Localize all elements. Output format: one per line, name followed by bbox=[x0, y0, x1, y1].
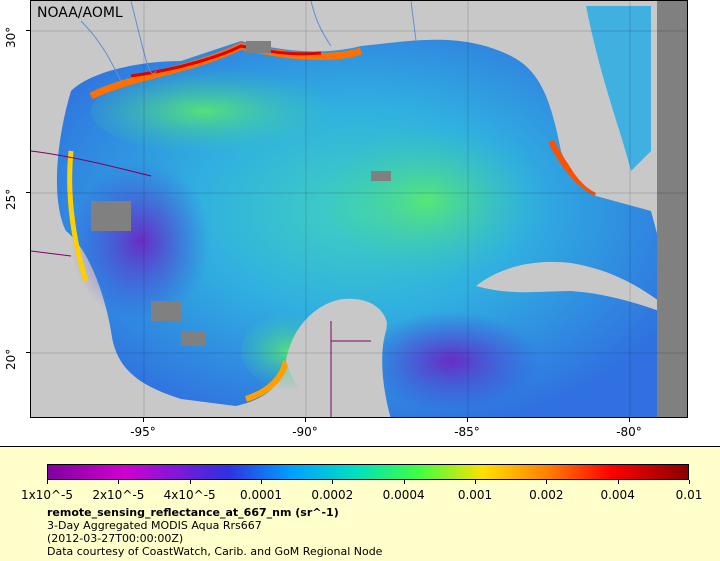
florida bbox=[555, 31, 631, 194]
variable-name: remote_sensing_reflectance_at_667_nm (sr… bbox=[47, 506, 339, 519]
x-tick-mark bbox=[143, 418, 144, 422]
graticule bbox=[31, 1, 687, 417]
colorbar-tick-label: 0.01 bbox=[675, 488, 703, 502]
colorbar-tick-label: 1x10^-5 bbox=[20, 488, 74, 502]
colorbar-tick-label: 0.001 bbox=[457, 488, 493, 502]
map-panel: NOAA/AOML bbox=[30, 0, 688, 418]
data-source: Data courtesy of CoastWatch, Carib. and … bbox=[47, 545, 383, 558]
us-mexico-border bbox=[31, 150, 152, 257]
colorbar-tick-label: 2x10^-5 bbox=[92, 488, 145, 502]
cuba bbox=[476, 261, 659, 311]
y-tick-mark bbox=[26, 352, 30, 353]
map-credit: NOAA/AOML bbox=[37, 5, 123, 21]
product-name: 3-Day Aggregated MODIS Aqua Rrs667 bbox=[47, 519, 262, 532]
y-tick-label: 25° bbox=[4, 188, 18, 210]
reflectance-map bbox=[31, 1, 687, 417]
colorbar-tick-mark bbox=[332, 480, 334, 484]
colorbar-tick-label: 4x10^-5 bbox=[163, 488, 216, 502]
x-tick-label: -85° bbox=[454, 425, 480, 439]
colorbar-tick-label: 0.0004 bbox=[382, 488, 425, 502]
atlantic-strip bbox=[586, 6, 651, 171]
colorbar-tick-mark bbox=[261, 480, 262, 484]
x-tick-mark bbox=[305, 418, 306, 422]
colorbar bbox=[47, 464, 689, 480]
colorbar-tick-mark bbox=[689, 480, 690, 484]
x-tick-mark bbox=[467, 418, 468, 422]
colorbar-tick-mark bbox=[47, 480, 48, 484]
colorbar-tick-mark bbox=[118, 480, 120, 484]
x-tick-label: -80° bbox=[616, 425, 642, 439]
river bbox=[80, 1, 417, 82]
colorbar-tick-label: 0.0002 bbox=[311, 488, 354, 502]
x-tick-label: -95° bbox=[130, 425, 156, 439]
colorbar-tick-mark bbox=[475, 480, 476, 484]
y-tick-label: 30° bbox=[4, 26, 18, 48]
colorbar-tick-mark bbox=[189, 480, 191, 484]
y-tick-mark bbox=[26, 192, 30, 193]
time-stamp: (2012-03-27T00:00:00Z) bbox=[47, 532, 184, 545]
y-tick-label: 20° bbox=[4, 348, 18, 370]
colorbar-tick-label: 0.002 bbox=[529, 488, 564, 502]
x-tick-label: -90° bbox=[292, 425, 318, 439]
yucatan-peninsula bbox=[286, 298, 391, 417]
colorbar-tick-label: 0.0001 bbox=[240, 488, 282, 502]
colorbar-tick-label: 0.004 bbox=[600, 488, 635, 502]
no-data-area bbox=[657, 1, 687, 417]
legend-panel: 1x10^-5 2x10^-5 4x10^-5 0.0001 0.0002 0.0004 0… bbox=[0, 446, 720, 561]
y-tick-mark bbox=[26, 30, 30, 31]
colorbar-tick-mark bbox=[546, 480, 548, 484]
colorbar-tick-mark bbox=[617, 480, 619, 484]
x-tick-mark bbox=[629, 418, 630, 422]
coastal-band-florida bbox=[548, 139, 598, 196]
colorbar-tick-mark bbox=[403, 480, 405, 484]
